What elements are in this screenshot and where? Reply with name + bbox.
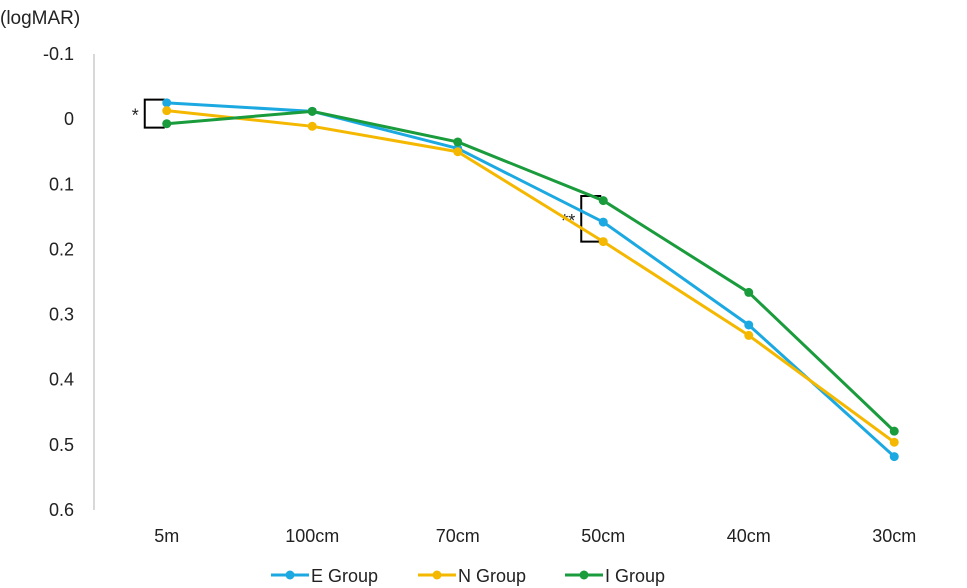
significance-bracket — [143, 98, 165, 129]
y-tick-label: -0.1 — [43, 44, 74, 64]
y-tick-label: 0.2 — [49, 239, 74, 259]
data-point — [744, 320, 754, 330]
series-0 — [162, 98, 899, 462]
y-tick-labels: -0.1 0 0.1 0.2 0.3 0.4 0.5 0.6 — [43, 44, 74, 520]
data-point — [598, 217, 608, 227]
data-point — [889, 437, 899, 447]
series-line — [166, 109, 896, 433]
series-lines — [162, 98, 899, 462]
data-point — [744, 287, 754, 297]
significance-marker: * — [132, 106, 139, 126]
legend-item: I Group — [565, 566, 665, 586]
series-line — [166, 109, 896, 444]
legend-label: E Group — [311, 566, 378, 586]
x-tick-label: 40cm — [727, 526, 771, 546]
legend-swatch-marker — [432, 570, 442, 580]
y-tick-label: 0.3 — [49, 305, 74, 325]
data-point — [162, 106, 172, 116]
x-tick-label: 100cm — [285, 526, 339, 546]
data-point — [453, 137, 463, 147]
legend-label: N Group — [458, 566, 526, 586]
series-1 — [162, 106, 899, 447]
data-point — [598, 196, 608, 206]
y-tick-label: 0 — [64, 109, 74, 129]
series-line — [166, 101, 896, 458]
data-point — [889, 426, 899, 436]
data-point — [162, 98, 172, 108]
data-point — [598, 237, 608, 247]
x-tick-label: 50cm — [581, 526, 625, 546]
y-tick-label: 0.1 — [49, 174, 74, 194]
y-tick-label: 0.4 — [49, 370, 74, 390]
data-point — [744, 330, 754, 340]
x-tick-label: 70cm — [436, 526, 480, 546]
legend-swatch-marker — [285, 570, 295, 580]
y-tick-label: 0.5 — [49, 435, 74, 455]
series-2 — [162, 106, 899, 436]
legend-label: I Group — [605, 566, 665, 586]
data-point — [307, 121, 317, 131]
data-point — [889, 452, 899, 462]
legend-item: E Group — [271, 566, 378, 586]
y-tick-label: 0.6 — [49, 500, 74, 520]
x-tick-labels: 5m 100cm 70cm 50cm 40cm 30cm — [154, 526, 916, 546]
x-tick-label: 5m — [154, 526, 179, 546]
x-tick-label: 30cm — [872, 526, 916, 546]
data-point — [453, 147, 463, 157]
legend-swatch-marker — [579, 570, 589, 580]
legend-item: N Group — [418, 566, 526, 586]
legend: E Group N Group I Group — [271, 566, 665, 586]
data-point — [162, 119, 172, 129]
y-axis-unit-label: (logMAR) — [0, 8, 80, 29]
data-point — [307, 106, 317, 116]
